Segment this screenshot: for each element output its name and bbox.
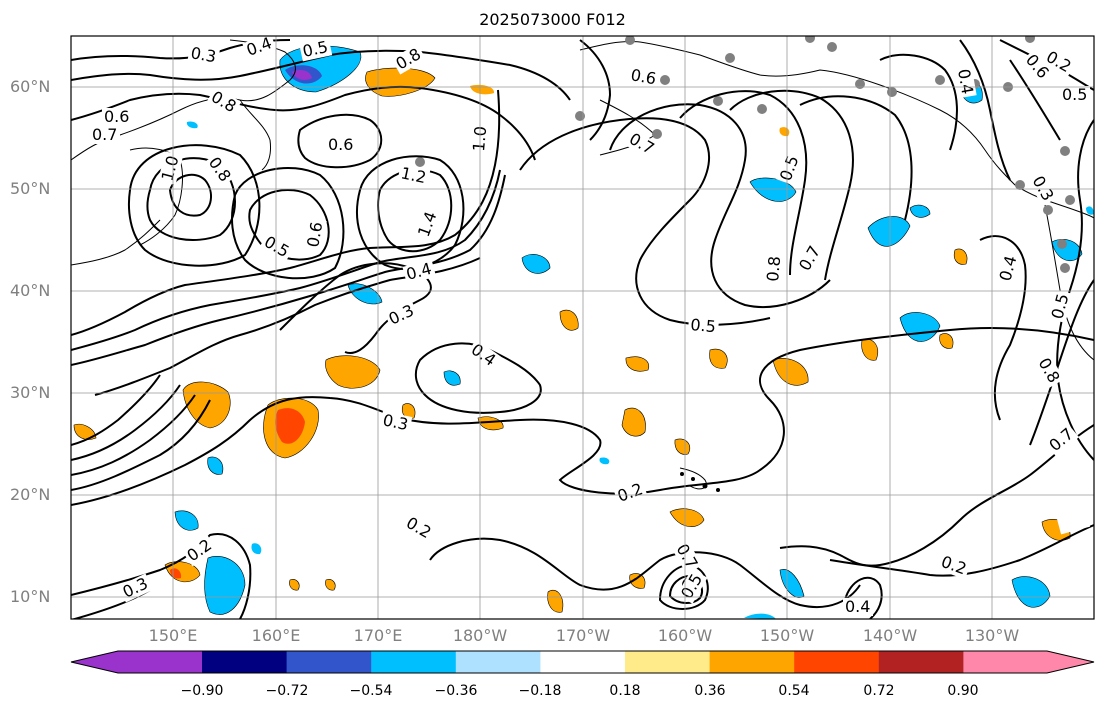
contour-label: 0.6 — [102, 107, 132, 126]
colorbar-box — [286, 651, 372, 673]
svg-text:0.3: 0.3 — [189, 43, 217, 66]
lon-label-150w: 150°W — [759, 626, 815, 645]
lon-label-180w: 180°W — [452, 626, 508, 645]
colorbar-box — [455, 651, 541, 673]
colorbar-tick-label: −0.54 — [349, 683, 393, 699]
map-title: 2025073000 F012 — [479, 10, 626, 29]
coastlines — [71, 39, 1094, 490]
lon-label-140w: 140°W — [862, 626, 918, 645]
colorbar-extension-min — [71, 651, 202, 673]
svg-text:0.8: 0.8 — [763, 255, 784, 282]
colorbar-box — [878, 651, 964, 673]
svg-text:0.5: 0.5 — [690, 315, 717, 336]
lat-label-40n: 40°N — [10, 281, 51, 300]
svg-text:0.5: 0.5 — [301, 37, 330, 61]
contour-label: 0.4 — [242, 33, 277, 61]
svg-text:0.4: 0.4 — [244, 33, 274, 60]
svg-text:0.3: 0.3 — [381, 410, 410, 434]
colorbar-outline — [70, 650, 1095, 674]
lat-label-50n: 50°N — [10, 179, 51, 198]
contour-label — [1056, 509, 1091, 535]
colorbar-box — [794, 651, 880, 673]
colorbar-tick-label: 0.18 — [609, 683, 641, 699]
colorbar-tick-label: 0.72 — [863, 683, 895, 699]
lon-label-150e: 150°E — [148, 626, 198, 645]
colorbar-box — [625, 651, 711, 673]
lat-label-10n: 10°N — [10, 587, 51, 606]
svg-text:1.2: 1.2 — [399, 163, 428, 187]
colorbar-boxes — [70, 650, 1095, 674]
contour-label: 0.3 — [379, 410, 413, 435]
colorbar-tick-label: −0.18 — [518, 683, 562, 699]
contour-label: 0.5 — [687, 315, 720, 337]
svg-text:0.6: 0.6 — [104, 107, 129, 126]
contour-label: 0.8 — [203, 152, 236, 188]
contour-label: 0.3 — [187, 43, 221, 67]
svg-text:0.6: 0.6 — [303, 220, 326, 248]
contour-label: 0.5 — [299, 37, 333, 62]
lat-label-60n: 60°N — [10, 77, 51, 96]
lon-label-160w: 160°W — [657, 626, 713, 645]
contour-label: 0.6 — [303, 217, 327, 251]
map-frame — [70, 35, 1095, 620]
colorbar-tick-label: −0.36 — [434, 683, 478, 699]
contour-label: 0.7 — [90, 125, 120, 144]
colorbar-box — [371, 651, 457, 673]
gridlines — [71, 36, 1094, 619]
colorbar-box — [540, 651, 626, 673]
contour-label: 1.4 — [414, 206, 442, 242]
contour-label-group: 0.3 0.4 0.5 0.8 0.8 0.6 0.7 0.6 1.0 0.8 … — [90, 33, 1091, 616]
contour-label: 0.4 — [953, 65, 977, 99]
svg-text:0.4: 0.4 — [954, 67, 977, 95]
contour-label: 0.8 — [763, 252, 785, 285]
colorbar-tick-label: 0.36 — [694, 683, 726, 699]
colorbar-tick-label: −0.90 — [180, 683, 224, 699]
lon-label-170w: 170°W — [555, 626, 611, 645]
svg-text:0.7: 0.7 — [92, 125, 117, 144]
colorbar-tick-label: 0.54 — [778, 683, 810, 699]
svg-text:0.6: 0.6 — [629, 65, 657, 88]
anomaly-shading — [73, 45, 1094, 619]
svg-text:0.5: 0.5 — [1062, 85, 1087, 104]
contour-label: 0.6 — [326, 135, 356, 154]
lon-label-160e: 160°E — [251, 626, 301, 645]
colorbar-extension-max — [963, 651, 1094, 673]
contour-label: 1.2 — [397, 163, 431, 188]
contour-label: 0.5 — [1060, 85, 1090, 104]
lon-label-170e: 170°E — [353, 626, 403, 645]
svg-text:0.6: 0.6 — [328, 135, 353, 154]
lon-label-130w: 130°W — [964, 626, 1020, 645]
contour-label: 0.6 — [627, 65, 661, 89]
contour-label: 0.7 — [671, 539, 703, 575]
contour-label: 0.4 — [843, 597, 873, 616]
colorbar-tick-label: −0.72 — [265, 683, 309, 699]
contour-label: 0.4 — [466, 339, 501, 372]
lat-label-30n: 30°N — [10, 383, 51, 402]
svg-text:0.4: 0.4 — [845, 597, 870, 616]
colorbar-box — [709, 651, 795, 673]
colorbar-box — [202, 651, 288, 673]
colorbar-tick-label: 0.90 — [947, 683, 979, 699]
lat-label-20n: 20°N — [10, 485, 51, 504]
